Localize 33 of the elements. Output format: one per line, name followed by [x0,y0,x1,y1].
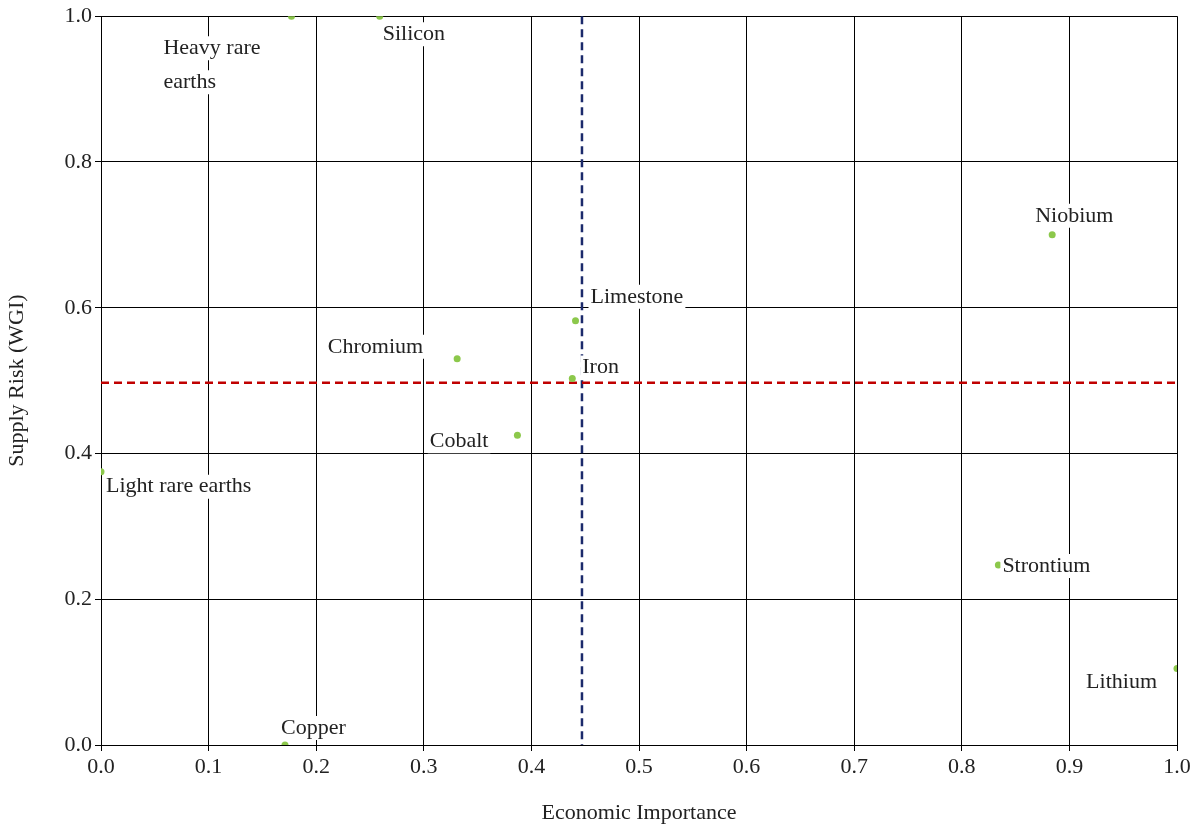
y-tick-label: 0.4 [64,439,92,465]
annotation: Strontium [1002,551,1091,577]
x-tick-label: 0.1 [194,752,223,778]
x-tick-label: 0.4 [517,752,546,778]
x-tick-label: 0.5 [625,752,653,778]
x-tick-label: 0.6 [732,752,761,778]
annotation: Silicon [382,19,446,45]
annotation: Iron [582,353,619,379]
point [1048,231,1056,239]
x-tick-label: 0.7 [840,752,868,778]
x-tick-label: 0.8 [948,752,976,778]
annotation: Niobium [1035,201,1114,227]
y-tick-label: 0.8 [64,147,92,173]
x-tick-label: 1.0 [1163,752,1191,778]
annotation: Lithium [1086,668,1157,694]
y-tick-label: 0.2 [64,585,92,611]
x-tick-label: 0.2 [302,752,330,778]
y-tick-label: 1.0 [64,1,92,27]
annotation: Chromium [327,332,424,358]
annotation: Limestone [590,282,684,308]
y-tick-label: 0.6 [64,293,92,319]
x-tick-label: 0.9 [1055,752,1084,778]
y-axis-title: Supply Risk (WGI) [2,294,28,467]
point [568,374,576,382]
x-tick-label: 0.3 [410,752,438,778]
x-axis-title: Economic Importance [541,798,737,824]
point [453,355,461,363]
point [513,431,521,439]
annotation: Copper [281,713,347,739]
point [572,317,580,325]
annotation: Cobalt [429,427,489,453]
annotation: Light rare earths [106,472,252,498]
annotation: Heavy rare earths [163,33,261,93]
